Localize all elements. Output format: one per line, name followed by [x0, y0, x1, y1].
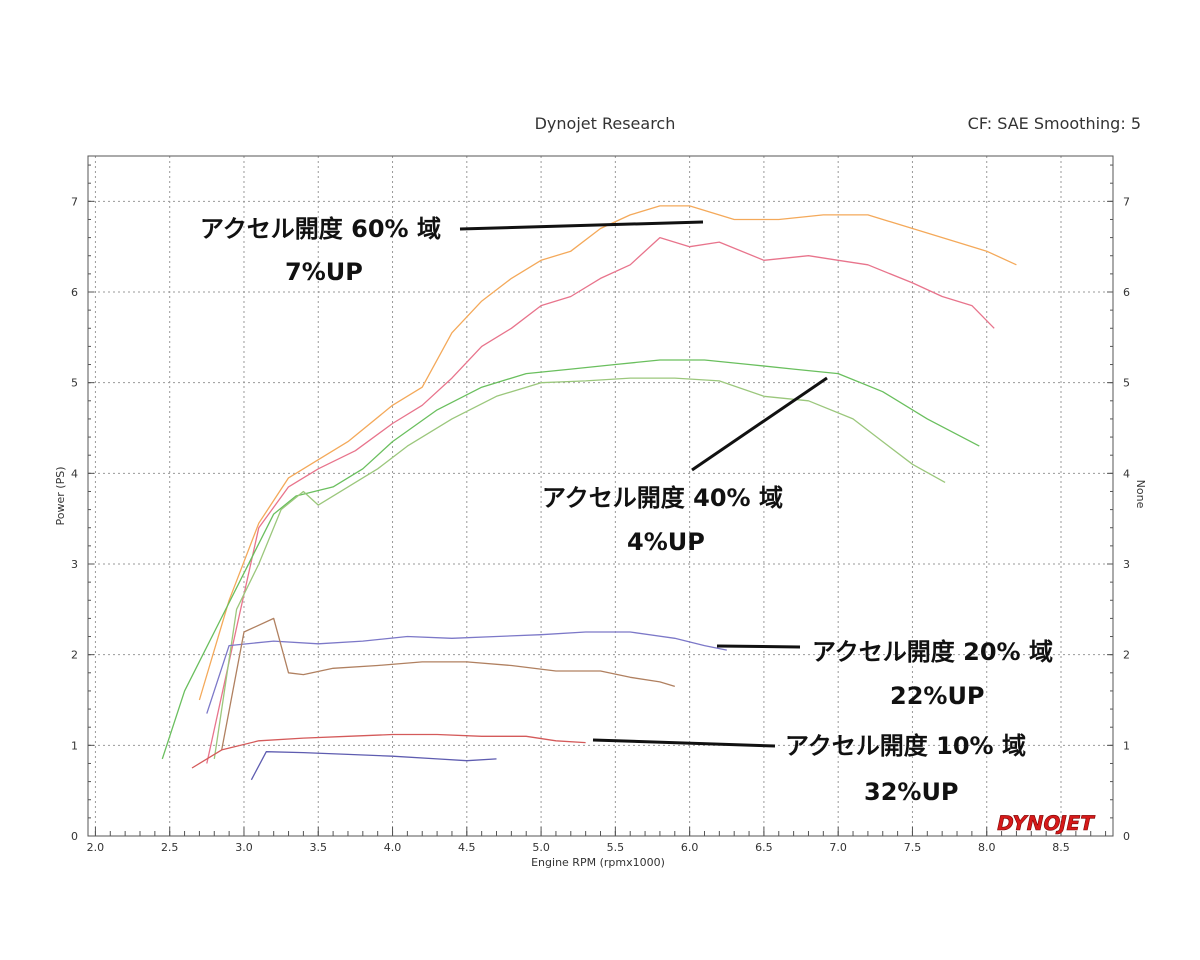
- annotation-40-gain: 4%UP: [627, 528, 705, 556]
- x-tick-label: 4.5: [458, 841, 476, 854]
- x-tick-label: 6.0: [681, 841, 699, 854]
- series-line-1: [198, 205, 1017, 701]
- pointer-line-40: [691, 376, 828, 472]
- x-tick-label: 5.0: [532, 841, 550, 854]
- annotation-60-label: アクセル開度 60% 域: [200, 215, 441, 243]
- y-axis: 0 1 2 3 4 5 6 7: [71, 164, 94, 843]
- y2-tick-label: 3: [1123, 558, 1130, 571]
- x-tick-label: 6.5: [755, 841, 773, 854]
- y2-tick-label: 2: [1123, 649, 1130, 662]
- dynojet-logo: DYNO JET: [994, 811, 1097, 835]
- series-line-8: [250, 751, 497, 781]
- pointer-line-10: [592, 738, 776, 748]
- x-tick-label: 7.0: [829, 841, 847, 854]
- series-line-6: [221, 617, 675, 751]
- x-tick-label: 3.5: [310, 841, 328, 854]
- logo-dyno: DYNO: [995, 811, 1063, 835]
- y-tick-label: 1: [71, 739, 78, 752]
- x-axis-label: Engine RPM (rpmx1000): [531, 856, 665, 869]
- y2-axis: 0 1 2 3 4 5 6 7: [1107, 164, 1130, 843]
- logo-jet: JET: [1055, 811, 1097, 835]
- x-tick-label: 3.0: [235, 841, 253, 854]
- x-tick-label: 5.5: [607, 841, 625, 854]
- pointer-line-60: [459, 220, 704, 231]
- y-tick-label: 2: [71, 649, 78, 662]
- x-tick-label: 2.5: [161, 841, 179, 854]
- series-group: [161, 205, 1017, 781]
- annotation-40-label: アクセル開度 40% 域: [542, 484, 783, 512]
- annotation-10-label: アクセル開度 10% 域: [785, 732, 1026, 760]
- series-line-2: [206, 236, 995, 764]
- y2-tick-label: 7: [1123, 195, 1130, 208]
- y-tick-label: 3: [71, 558, 78, 571]
- y2-axis-label: None: [1134, 480, 1147, 509]
- pointer-line-20: [716, 644, 801, 649]
- x-tick-label: 4.0: [384, 841, 402, 854]
- y2-tick-label: 5: [1123, 377, 1130, 390]
- x-tick-label: 8.5: [1052, 841, 1070, 854]
- annotation-20-gain: 22%UP: [890, 682, 985, 710]
- cf-smoothing-label: CF: SAE Smoothing: 5: [968, 114, 1141, 133]
- y-axis-label: Power (PS): [54, 467, 67, 526]
- annotation-60-gain: 7%UP: [285, 258, 363, 286]
- series-line-5: [206, 631, 727, 714]
- y-tick-label: 4: [71, 467, 78, 480]
- series-line-4: [213, 377, 946, 759]
- y2-tick-label: 1: [1123, 739, 1130, 752]
- y2-tick-label: 0: [1123, 830, 1130, 843]
- series-line-7: [191, 733, 586, 769]
- x-tick-label: 8.0: [978, 841, 996, 854]
- chart-title: Dynojet Research: [535, 114, 676, 133]
- x-tick-label: 7.5: [904, 841, 922, 854]
- annotation-20-label: アクセル開度 20% 域: [812, 638, 1053, 666]
- x-tick-label: 2.0: [87, 841, 105, 854]
- series-line-3: [161, 359, 980, 760]
- y2-tick-label: 6: [1123, 286, 1130, 299]
- y-tick-label: 0: [71, 830, 78, 843]
- y2-tick-label: 4: [1123, 467, 1130, 480]
- annotation-10-gain: 32%UP: [864, 778, 959, 806]
- y-tick-label: 7: [71, 195, 78, 208]
- y-tick-label: 5: [71, 377, 78, 390]
- x-axis: 2.0 2.5 3.0 3.5 4.0 4.5 5.0 5.5 6.0 6.5 7.0 7.5 8.0 8…: [87, 827, 1107, 854]
- y-tick-label: 6: [71, 286, 78, 299]
